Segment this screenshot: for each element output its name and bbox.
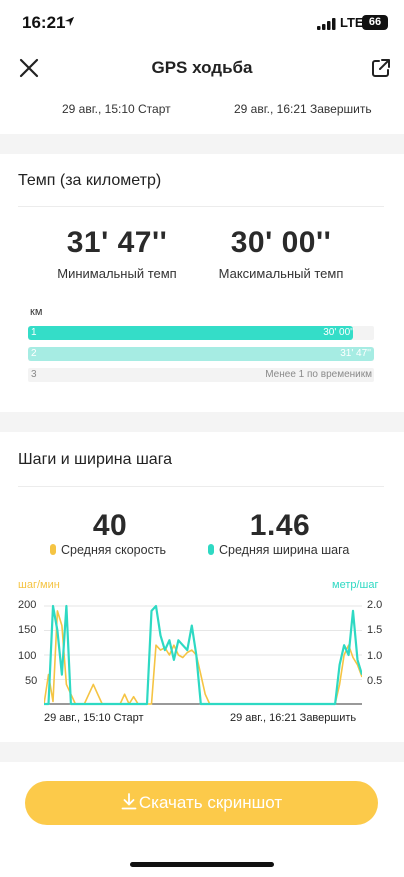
location-arrow-icon bbox=[64, 16, 75, 27]
avg-speed-legend: Средняя скорость bbox=[50, 543, 166, 557]
divider bbox=[18, 486, 384, 487]
pace-bar-value: 31' 47'' bbox=[340, 348, 371, 359]
speed-series-line bbox=[44, 610, 362, 705]
home-indicator bbox=[130, 862, 274, 867]
left-axis-title: шаг/мин bbox=[18, 579, 60, 591]
stride-series-line bbox=[44, 604, 362, 706]
pace-section-title: Темп (за километр) bbox=[18, 172, 162, 189]
download-icon bbox=[121, 793, 137, 810]
min-pace-label: Минимальный темп bbox=[57, 266, 177, 281]
pace-bar-fill-2 bbox=[28, 347, 374, 361]
min-pace-value: 31' 47'' bbox=[66, 226, 168, 259]
avg-stride-value: 1.46 bbox=[249, 509, 311, 542]
left-axis-tick: 100 bbox=[18, 650, 37, 662]
pace-bar-value: Менее 1 по временикм bbox=[265, 369, 372, 380]
right-axis-tick: 1.5 bbox=[367, 624, 383, 636]
download-screenshot-button[interactable]: Скачать скриншот bbox=[25, 781, 378, 825]
pace-bar-index: 3 bbox=[31, 369, 37, 380]
cellular-signal-icon bbox=[317, 18, 336, 30]
right-axis-tick: 2.0 bbox=[367, 599, 383, 611]
right-axis-tick: 1.0 bbox=[367, 650, 383, 662]
avg-stride-label: Средняя ширина шага bbox=[219, 543, 350, 557]
status-time: 16:21 bbox=[22, 13, 66, 32]
section-separator bbox=[0, 412, 404, 432]
avg-speed-label: Средняя скорость bbox=[61, 543, 167, 557]
session-start: 29 авг., 15:10 Старт bbox=[62, 102, 171, 116]
divider bbox=[18, 206, 384, 207]
steps-chart bbox=[44, 604, 362, 706]
section-separator bbox=[0, 742, 404, 762]
right-axis-title: метр/шаг bbox=[332, 579, 379, 591]
session-end: 29 авг., 16:21 Завершить bbox=[234, 102, 372, 116]
pace-bar-index: 2 bbox=[31, 348, 37, 359]
stride-legend-marker bbox=[208, 544, 214, 555]
steps-section-title: Шаги и ширина шага bbox=[18, 451, 173, 468]
session-times: 29 авг., 15:10 Старт 29 авг., 16:21 Заве… bbox=[0, 96, 404, 122]
pace-bar-2: 2 31' 47'' bbox=[28, 347, 374, 361]
section-separator bbox=[0, 134, 404, 154]
max-pace-label: Максимальный темп bbox=[218, 266, 344, 281]
pace-bar-fill-1 bbox=[28, 326, 354, 340]
pace-unit-label: км bbox=[30, 306, 43, 318]
pace-bar-3: 3 Менее 1 по временикм bbox=[28, 368, 374, 382]
max-pace-value: 30' 00'' bbox=[230, 226, 332, 259]
pace-bar-index: 1 bbox=[31, 327, 37, 338]
chart-x-end-label: 29 авг., 16:21 Завершить bbox=[230, 712, 357, 724]
download-button-label: Скачать скриншот bbox=[138, 793, 283, 812]
nav-bar: GPS ходьба bbox=[0, 48, 404, 88]
speed-legend-marker bbox=[50, 544, 56, 555]
pace-bar-value: 30' 00'' bbox=[323, 327, 354, 338]
avg-speed-value: 40 bbox=[92, 509, 128, 542]
left-axis-tick: 200 bbox=[18, 599, 37, 611]
right-axis-tick: 0.5 bbox=[367, 675, 383, 687]
status-bar: 16:21 LTE 66 bbox=[0, 0, 404, 48]
page-title: GPS ходьба bbox=[151, 58, 253, 77]
close-icon[interactable] bbox=[18, 57, 40, 79]
chart-x-start-label: 29 авг., 15:10 Старт bbox=[44, 712, 144, 724]
network-type: LTE bbox=[340, 15, 364, 30]
share-icon[interactable] bbox=[370, 57, 392, 79]
left-axis-tick: 50 bbox=[25, 675, 38, 687]
avg-stride-legend: Средняя ширина шага bbox=[208, 543, 349, 557]
pace-bar-1: 1 30' 00'' bbox=[28, 326, 374, 340]
left-axis-tick: 150 bbox=[18, 624, 37, 636]
battery-indicator: 66 bbox=[362, 15, 388, 30]
